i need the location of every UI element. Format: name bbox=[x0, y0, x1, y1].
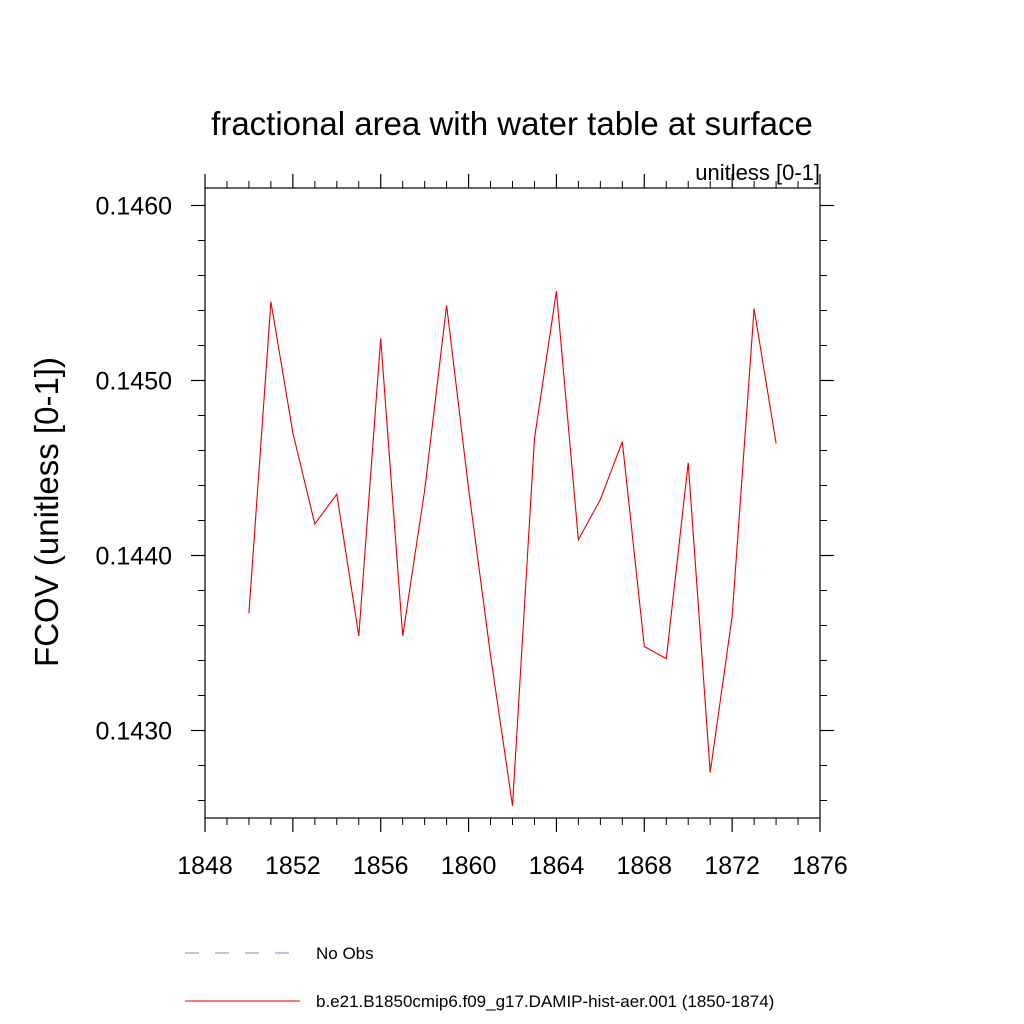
chart-subtitle: unitless [0-1] bbox=[695, 160, 820, 185]
x-tick-label: 1860 bbox=[441, 852, 497, 880]
legend-label-no-obs: No Obs bbox=[316, 944, 374, 963]
x-tick-label: 1848 bbox=[177, 852, 233, 880]
x-tick-label: 1868 bbox=[616, 852, 672, 880]
x-tick-label: 1876 bbox=[792, 852, 848, 880]
y-tick-label: 0.1440 bbox=[96, 543, 172, 571]
y-tick-label: 0.1450 bbox=[96, 368, 172, 396]
axis-ticks bbox=[191, 174, 834, 832]
x-tick-label: 1856 bbox=[353, 852, 409, 880]
y-axis-label: FCOV (unitless [0-1]) bbox=[28, 357, 65, 667]
data-lines bbox=[248, 291, 777, 806]
x-tick-label: 1852 bbox=[265, 852, 321, 880]
chart-title: fractional area with water table at surf… bbox=[211, 105, 813, 142]
legend-label-model-run: b.e21.B1850cmip6.f09_g17.DAMIP-hist-aer.… bbox=[316, 992, 774, 1011]
legend: No Obs b.e21.B1850cmip6.f09_g17.DAMIP-hi… bbox=[185, 944, 774, 1011]
y-tick-label: 0.1460 bbox=[96, 193, 172, 221]
y-tick-label: 0.1430 bbox=[96, 718, 172, 746]
axis-tick-labels: 1848 1852 1856 1860 1864 1868 1872 1876 0.1430 0.… bbox=[96, 193, 848, 881]
x-tick-label: 1864 bbox=[529, 852, 585, 880]
plot-frame bbox=[204, 187, 821, 819]
x-tick-label: 1872 bbox=[704, 852, 760, 880]
series-line-1 bbox=[248, 291, 777, 806]
